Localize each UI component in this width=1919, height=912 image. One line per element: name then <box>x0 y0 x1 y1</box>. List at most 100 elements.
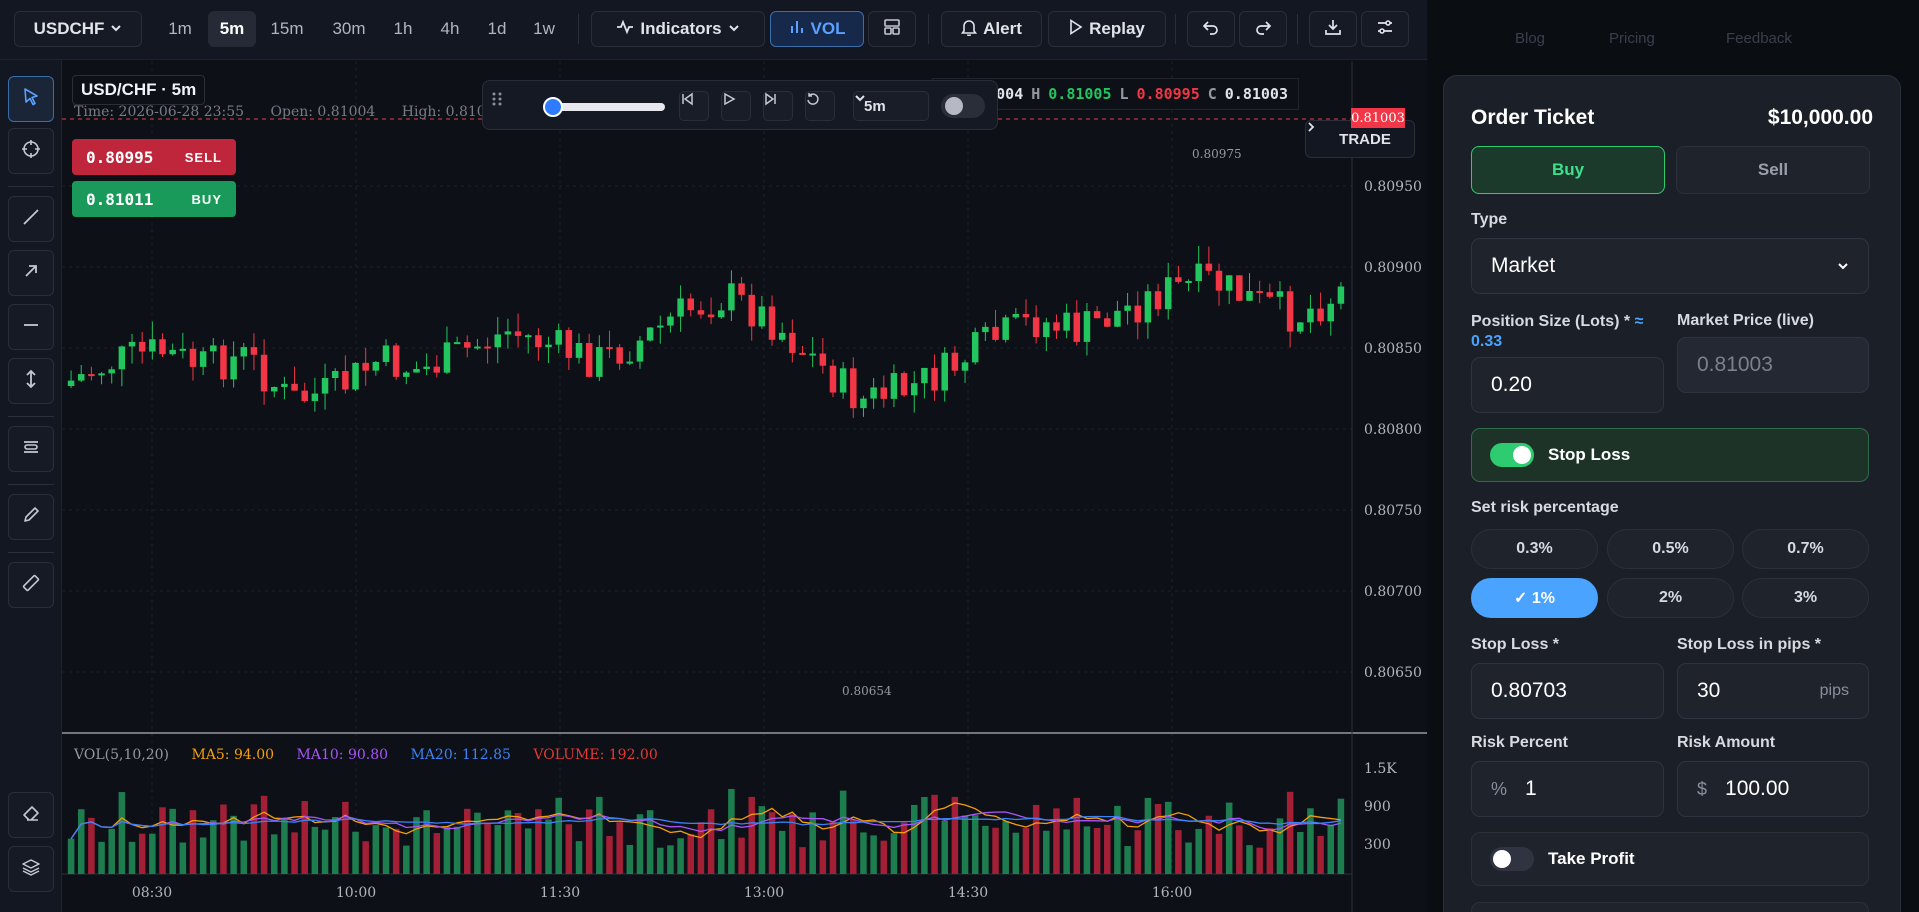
download-button[interactable] <box>1309 11 1357 47</box>
chart-background <box>62 61 1427 912</box>
undo-button[interactable] <box>1187 11 1235 47</box>
candle-body <box>67 380 75 386</box>
alert-button[interactable]: Alert <box>941 11 1042 47</box>
price-axis-label: 0.80850 <box>1364 341 1422 357</box>
nav-blog[interactable]: Blog <box>1515 30 1546 47</box>
risk-chip-3[interactable]: 3% <box>1742 578 1869 618</box>
stop-loss-switch[interactable] <box>1490 443 1534 467</box>
replay-progress-slider[interactable] <box>545 103 665 111</box>
volume-bar <box>220 804 227 874</box>
layout-button[interactable] <box>868 11 916 47</box>
volume-bar <box>199 837 207 874</box>
risk-chip-0-3[interactable]: 0.3% <box>1471 529 1598 569</box>
risk-percent-input[interactable]: % 1 <box>1471 761 1664 817</box>
stop-loss-toggle-card[interactable]: Stop Loss <box>1471 428 1869 482</box>
eraser-tool[interactable] <box>8 792 54 838</box>
indicators-button[interactable]: Indicators <box>591 11 765 47</box>
risk-percentage-label: Set risk percentage <box>1471 499 1619 516</box>
nav-pricing[interactable]: Pricing <box>1609 30 1655 47</box>
volume-bar <box>240 840 248 874</box>
symbol-selector[interactable]: USDCHF <box>14 11 142 47</box>
settings-button[interactable] <box>1361 11 1409 47</box>
risk-chip-2[interactable]: 2% <box>1607 578 1734 618</box>
step-forward-button[interactable] <box>763 91 793 121</box>
layers-tool[interactable] <box>8 846 54 892</box>
interval-30m[interactable]: 30m <box>332 19 366 38</box>
volume-bar <box>77 809 85 874</box>
volume-bar <box>524 828 532 874</box>
toolbar-divider <box>8 186 54 187</box>
replay-slider-thumb[interactable] <box>543 97 563 117</box>
interval-1m[interactable]: 1m <box>168 19 192 38</box>
volume-bar <box>646 810 654 874</box>
take-profit-switch[interactable] <box>1490 847 1534 871</box>
trendline-tool[interactable] <box>8 196 54 242</box>
horizontal-line-tool[interactable] <box>8 304 54 350</box>
volume-bar <box>311 826 319 874</box>
replay-play-button[interactable] <box>721 91 751 121</box>
ruler-icon <box>21 573 41 598</box>
volume-bar <box>1246 845 1253 874</box>
volume-bar <box>453 826 461 874</box>
volume-bar <box>321 829 329 874</box>
volume-bar <box>118 792 126 874</box>
volume-bar <box>382 827 390 874</box>
sl-pips-input[interactable]: 30 pips <box>1677 663 1869 719</box>
candle-body <box>778 332 786 340</box>
sell-side-button[interactable]: Sell <box>1676 146 1870 194</box>
risk-chip-1[interactable]: ✓ 1% <box>1471 578 1598 618</box>
chart-area[interactable]: 0.80950 0.80900 0.80850 0.80800 0.80750 0.807… <box>62 61 1427 912</box>
channel-tool[interactable] <box>8 426 54 472</box>
candle-body <box>717 310 725 318</box>
crosshair-tool[interactable] <box>8 128 54 174</box>
vol-toggle-button[interactable]: VOL <box>770 11 864 47</box>
position-size-input[interactable]: 0.20 <box>1471 357 1664 413</box>
cursor-tool[interactable] <box>8 76 54 122</box>
ruler-tool[interactable] <box>8 562 54 608</box>
price-chart[interactable]: 0.80950 0.80900 0.80850 0.80800 0.80750 0.807… <box>62 61 1427 912</box>
interval-4h[interactable]: 4h <box>440 19 460 38</box>
replay-button[interactable]: Replay <box>1048 11 1166 47</box>
quick-buy-button[interactable]: 0.81011 BUY <box>72 181 236 217</box>
interval-5m[interactable]: 5m <box>208 11 256 47</box>
quick-sell-button[interactable]: 0.80995 SELL <box>72 139 236 175</box>
stop-loss-input[interactable]: 0.80703 <box>1471 663 1664 719</box>
candle-body <box>1053 322 1060 331</box>
drag-handle[interactable] <box>491 91 521 121</box>
replay-interval-select[interactable]: 5m <box>853 91 929 121</box>
redo-button[interactable] <box>1239 11 1287 47</box>
volume-bar <box>98 841 105 874</box>
nav-feedback[interactable]: Feedback <box>1726 30 1792 47</box>
volume-axis-label: 300 <box>1364 837 1391 853</box>
volume-bar <box>748 796 755 874</box>
volume-bars <box>67 788 1345 874</box>
ray-tool[interactable] <box>8 250 54 296</box>
buy-label: BUY <box>191 191 222 207</box>
step-back-button[interactable] <box>679 91 709 121</box>
interval-1w[interactable]: 1w <box>533 19 555 38</box>
risk-chip-0-5[interactable]: 0.5% <box>1607 529 1734 569</box>
volume-bar <box>819 840 827 874</box>
vertical-measure-tool[interactable] <box>8 358 54 404</box>
take-profit-toggle-card[interactable]: Take Profit <box>1471 832 1869 886</box>
interval-15m[interactable]: 15m <box>270 19 304 38</box>
chevron-down-icon <box>728 19 740 39</box>
candle-body <box>1286 291 1294 332</box>
replay-reset-button[interactable] <box>805 91 835 121</box>
replay-toggle[interactable] <box>941 94 985 118</box>
candle-body <box>443 342 451 373</box>
volume-bar <box>585 809 593 874</box>
chevron-down-icon <box>110 19 122 39</box>
alert-label: Alert <box>983 19 1022 38</box>
brush-tool[interactable] <box>8 494 54 540</box>
risk-amount-input[interactable]: $ 100.00 <box>1677 761 1869 817</box>
order-type-select[interactable]: Market <box>1471 238 1869 294</box>
candle-body <box>453 342 461 345</box>
volume-bar <box>657 847 664 874</box>
candle-body <box>921 367 928 384</box>
candle-body <box>799 352 806 355</box>
risk-chip-0-7[interactable]: 0.7% <box>1742 529 1869 569</box>
interval-1h[interactable]: 1h <box>393 19 413 38</box>
interval-1d[interactable]: 1d <box>487 19 507 38</box>
buy-side-button[interactable]: Buy <box>1471 146 1665 194</box>
